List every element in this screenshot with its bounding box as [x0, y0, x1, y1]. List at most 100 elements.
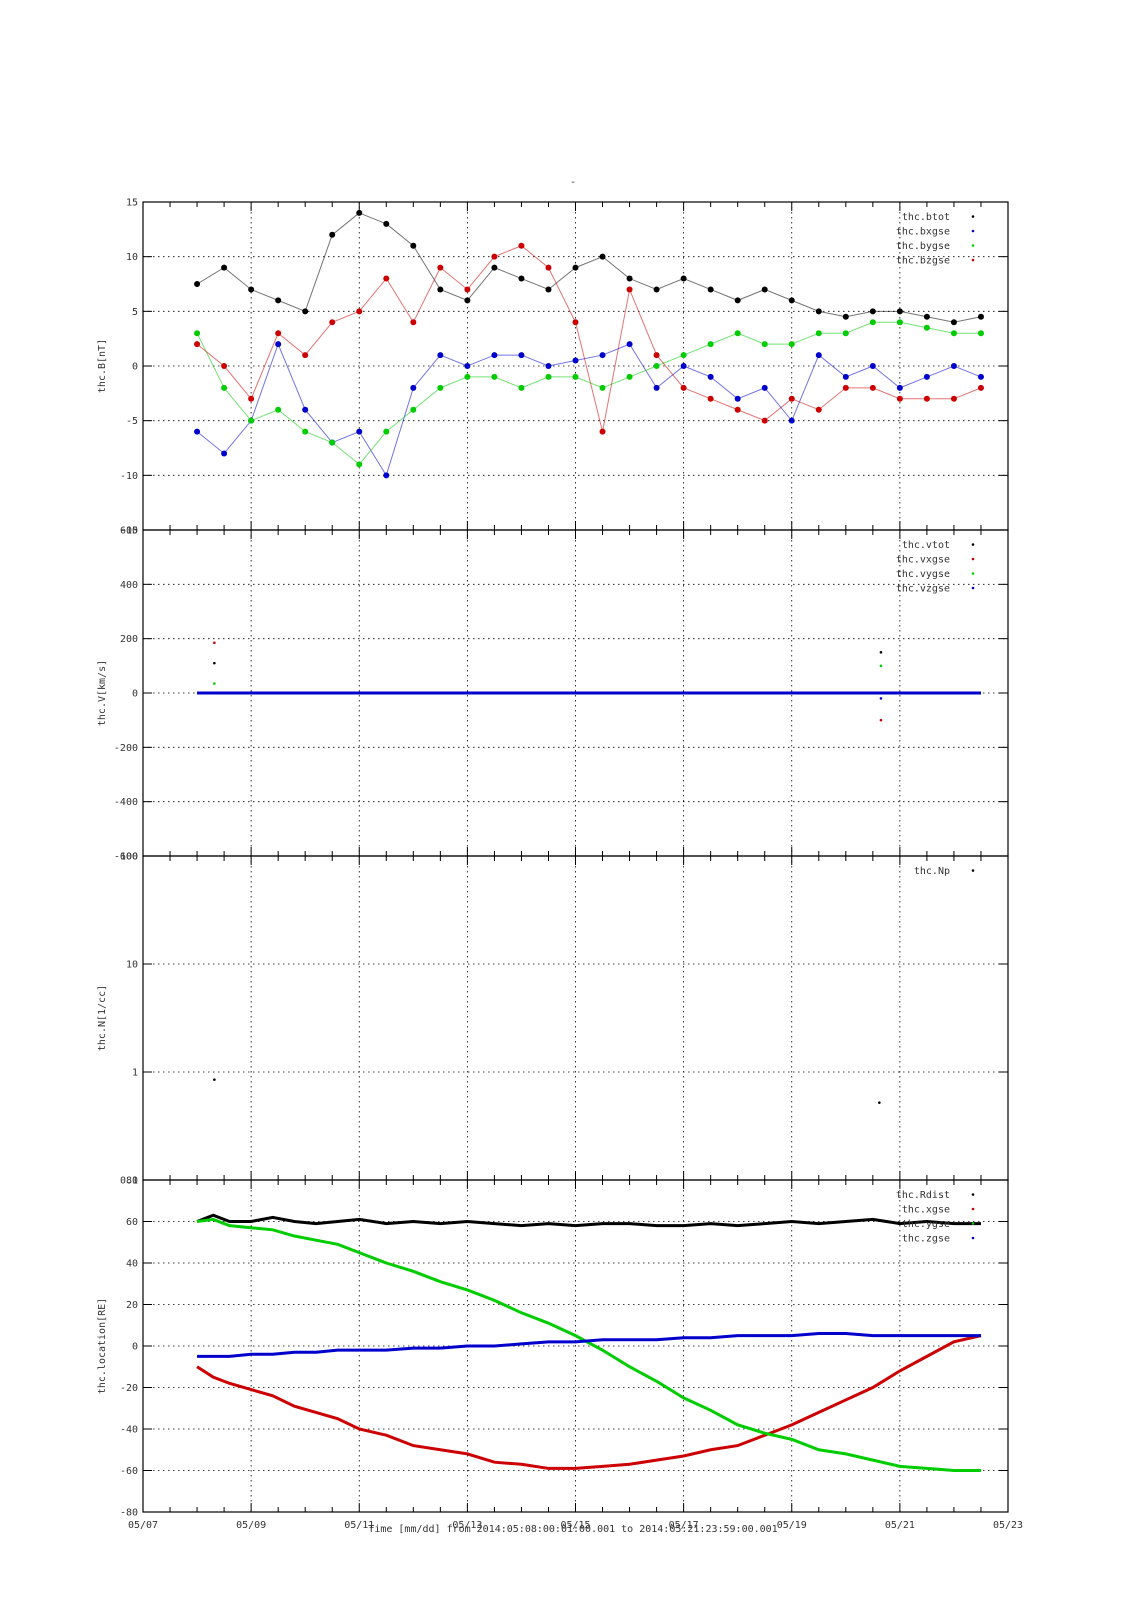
panel-frame: [142, 1179, 1009, 1513]
y-tick-label: 10: [126, 252, 138, 263]
series-thc.btot: [194, 209, 984, 326]
series-thc.ygse: [196, 1217, 981, 1472]
legend-label: thc.bygse: [896, 241, 950, 252]
y-axis-title: thc.N[1/cc]: [97, 985, 108, 1051]
legend-marker: [971, 1207, 975, 1211]
legend-marker: [971, 572, 975, 575]
y-tick-label: 1: [132, 1068, 138, 1079]
legend-marker: [971, 869, 975, 872]
figure-title: -: [570, 177, 576, 188]
legend-marker: [971, 586, 975, 590]
panel-3: 0.1 1 10 100 thc.N[1/cc] thc.Np: [97, 852, 1009, 1187]
outlier-point: [213, 641, 216, 645]
y-tick-label: 60: [126, 1217, 138, 1228]
series-thc.bxgse: [194, 341, 984, 479]
panel-2: -600 -400 -200 0 200 400 600 thc.V[km/s] thc.vto…: [97, 526, 1009, 863]
y-tick-label: 0: [132, 362, 138, 373]
data-point: [878, 1101, 881, 1104]
series-line: [197, 1332, 981, 1358]
series-line: [196, 1217, 981, 1472]
x-tick-label: 05/15: [560, 1520, 590, 1531]
x-tick-label: 05/13: [452, 1520, 482, 1531]
y-tick-label: -20: [120, 1383, 138, 1394]
x-tick-label: 05/23: [993, 1520, 1023, 1531]
legend-label: thc.btot: [902, 212, 950, 223]
legend-marker: [971, 215, 975, 218]
y-tick-label: 15: [126, 198, 138, 209]
y-tick-label: -40: [120, 1425, 138, 1436]
series-line: [196, 1213, 981, 1228]
legend-label: thc.Rdist: [896, 1190, 950, 1201]
y-tick-label: 0: [132, 689, 138, 700]
x-tick-label: 05/07: [128, 1520, 158, 1531]
legend-label: thc.ygse: [902, 1219, 950, 1230]
outlier-point: [879, 718, 883, 722]
series-thc.Rdist: [196, 1213, 981, 1228]
outlier-point: [879, 650, 883, 654]
legend-marker: [971, 229, 975, 233]
outlier-point: [213, 661, 216, 665]
legend-marker: [971, 1193, 975, 1196]
y-tick-label: -5: [126, 416, 138, 427]
series-trace: [196, 342, 982, 477]
x-tick-label: 05/19: [777, 1520, 807, 1531]
y-axis-title: thc.B[nT]: [97, 339, 108, 393]
legend-label: thc.zgse: [902, 1234, 950, 1245]
y-tick-label: 100: [120, 852, 138, 863]
y-tick-label: 40: [126, 1259, 138, 1270]
y-tick-label: 600: [120, 526, 138, 537]
y-tick-label: -80: [120, 1508, 138, 1519]
legend-label: thc.bxgse: [896, 227, 950, 238]
y-tick-label: -15: [120, 526, 138, 537]
series-line: [196, 1334, 982, 1470]
legend-label: thc.vxgse: [896, 555, 950, 566]
legend-marker: [971, 1222, 975, 1225]
legend-label: thc.vygse: [896, 569, 950, 580]
y-tick-label: 10: [126, 960, 138, 971]
outlier-point: [213, 682, 216, 685]
y-tick-label: 5: [132, 307, 138, 318]
y-tick-label: -10: [120, 471, 138, 482]
x-tick-label: 05/21: [885, 1520, 915, 1531]
panel-1: -15 -10 -5 0 5 10 15 thc.B[nT] thc.btot thc.bxgse…: [97, 198, 1009, 537]
y-tick-label: -400: [114, 797, 138, 808]
series-trace: [196, 245, 982, 432]
legend-label: thc.xgse: [902, 1205, 950, 1216]
x-tick-label: 05/17: [669, 1520, 699, 1531]
legend-label: thc.vzgse: [896, 584, 950, 595]
y-tick-label: 80: [126, 1176, 138, 1187]
y-tick-label: -60: [120, 1466, 138, 1477]
y-axis-title: thc.location[RE]: [97, 1298, 108, 1394]
y-tick-label: -200: [114, 743, 138, 754]
y-tick-label: -600: [114, 852, 138, 863]
y-axis-title: thc.V[km/s]: [97, 660, 108, 726]
legend-marker: [971, 258, 975, 262]
legend-marker: [971, 543, 975, 546]
series-trace: [196, 321, 981, 466]
y-tick-label: 200: [120, 634, 138, 645]
x-tick-label: 05/09: [236, 1520, 266, 1531]
series-trace: [196, 212, 982, 323]
y-tick-label: 0: [132, 1342, 138, 1353]
y-tick-label: 0.1: [120, 1176, 138, 1187]
series-thc.xgse: [196, 1334, 982, 1470]
series-thc.bygse: [194, 319, 984, 468]
y-tick-label: 20: [126, 1300, 138, 1311]
legend-marker: [971, 244, 975, 247]
panel-4: -80 -60 -40 -20 0 20 40 60 80 thc.location[RE] thc…: [97, 1176, 1023, 1532]
legend-label: thc.bzgse: [896, 256, 950, 267]
data-point: [213, 1078, 216, 1081]
series-thc.Np: [213, 1078, 881, 1104]
series-thc.zgse: [197, 1332, 981, 1358]
outlier-point: [879, 664, 883, 668]
legend-label: thc.Np: [914, 866, 950, 877]
y-tick-label: 400: [120, 580, 138, 591]
series-thc.bzgse: [194, 242, 984, 435]
legend-marker: [971, 557, 975, 561]
legend-marker: [971, 1236, 975, 1240]
outlier-point: [879, 697, 883, 700]
time-axis-label: Time [mm/dd] from 2014:05:08:00:01:00.00…: [368, 1524, 777, 1535]
legend-label: thc.vtot: [902, 540, 950, 551]
